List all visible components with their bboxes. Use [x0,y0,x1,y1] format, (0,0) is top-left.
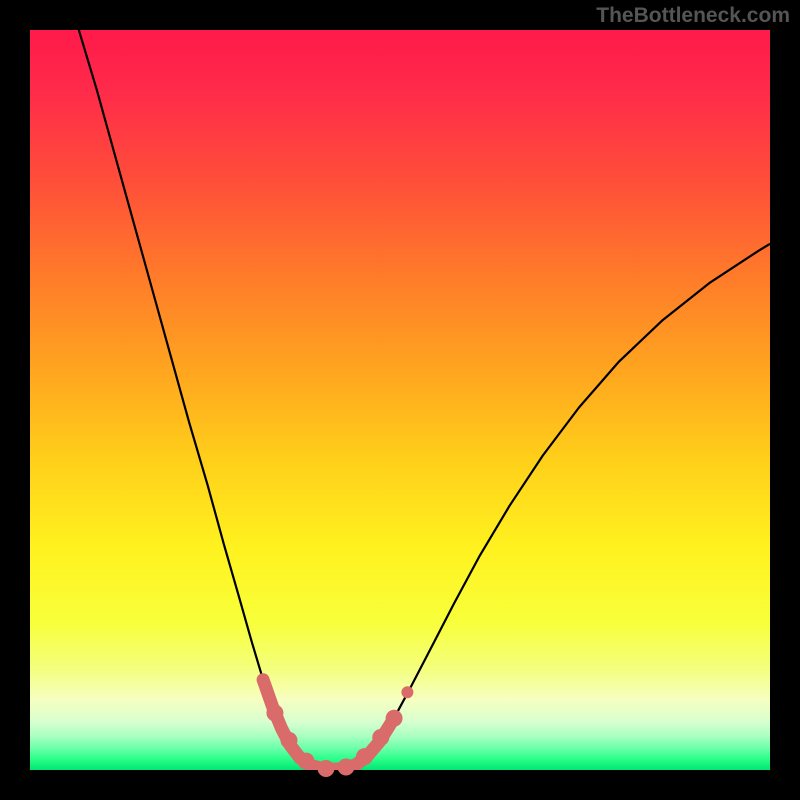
bead-marker [386,710,403,727]
bead-marker [372,729,389,746]
bead-marker [356,748,373,765]
watermark-text: TheBottleneck.com [596,4,790,28]
bead-marker [281,732,298,749]
bead-marker [401,686,413,698]
bead-marker [337,759,354,776]
bead-marker [266,705,283,722]
bead-marker [257,674,269,686]
plot-background [30,30,770,770]
bead-marker [298,753,315,770]
chart-stage: TheBottleneck.com [0,0,800,800]
bottleneck-chart [0,0,800,800]
bead-marker [318,760,335,777]
